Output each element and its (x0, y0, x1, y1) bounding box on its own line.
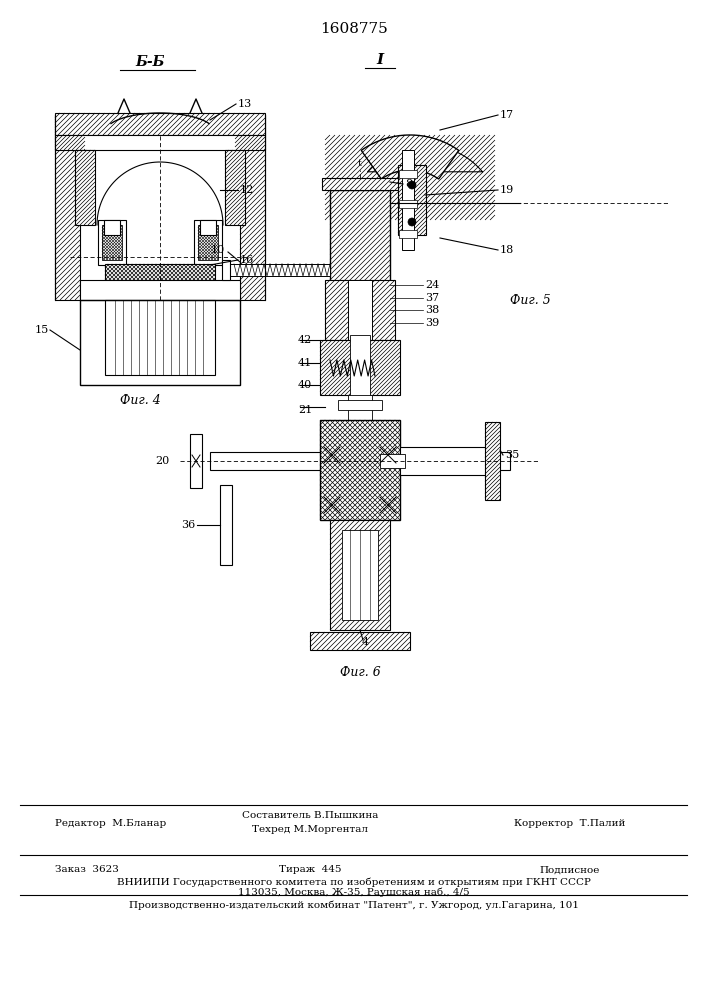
Bar (190, 434, 202, 488)
Bar (402, 150, 414, 250)
Text: 1608775: 1608775 (320, 22, 388, 36)
Bar (320, 420, 400, 520)
Bar (400, 447, 490, 475)
Polygon shape (361, 135, 459, 179)
Text: 35: 35 (505, 450, 519, 460)
Text: 42: 42 (298, 335, 312, 345)
Text: Фиг. 5: Фиг. 5 (510, 294, 550, 306)
Bar (122, 267, 198, 282)
Text: 16: 16 (240, 255, 255, 265)
Bar (102, 225, 122, 260)
Text: Заказ  3623: Заказ 3623 (55, 865, 119, 874)
Bar (210, 452, 510, 470)
Text: Техред М.Моргентал: Техред М.Моргентал (252, 826, 368, 834)
Bar (75, 150, 95, 225)
Text: I: I (376, 53, 384, 67)
Bar (225, 150, 245, 225)
Text: Производственно-издательский комбинат "Патент", г. Ужгород, ул.Гагарина, 101: Производственно-издательский комбинат "П… (129, 900, 579, 910)
Bar (310, 632, 410, 650)
Text: Составитель В.Пышкина: Составитель В.Пышкина (242, 810, 378, 820)
Bar (55, 135, 265, 150)
Text: 20: 20 (156, 456, 170, 466)
Text: 17: 17 (500, 110, 514, 120)
Bar (399, 170, 417, 178)
Bar (322, 178, 398, 190)
Bar (80, 300, 240, 385)
Text: 36: 36 (181, 520, 195, 530)
Bar (200, 220, 216, 235)
Bar (105, 264, 215, 282)
Bar (198, 225, 218, 260)
Text: 4: 4 (361, 637, 368, 647)
Text: Тираж  445: Тираж 445 (279, 865, 341, 874)
Text: 24: 24 (425, 280, 439, 290)
Text: 41: 41 (298, 358, 312, 368)
Text: 8: 8 (405, 179, 412, 189)
Text: ВНИИПИ Государственного комитета по изобретениям и открытиям при ГКНТ СССР: ВНИИПИ Государственного комитета по изоб… (117, 877, 591, 887)
Text: 21: 21 (298, 405, 312, 415)
Text: Фиг. 6: Фиг. 6 (339, 666, 380, 678)
Bar (485, 422, 500, 500)
Text: 15: 15 (35, 325, 49, 335)
Text: 10: 10 (211, 245, 225, 255)
Text: 38: 38 (425, 305, 439, 315)
Text: t: t (358, 159, 362, 168)
Bar (398, 165, 426, 235)
Text: Б-Б: Б-Б (135, 55, 165, 69)
Bar (338, 400, 382, 410)
Bar (342, 530, 378, 620)
Circle shape (408, 181, 416, 189)
Bar (194, 220, 222, 265)
Text: 13: 13 (238, 99, 252, 109)
Text: 12: 12 (240, 185, 255, 195)
Text: Фиг. 4: Фиг. 4 (119, 393, 160, 406)
Text: Корректор  Т.Палий: Корректор Т.Палий (514, 818, 626, 828)
Bar (330, 190, 390, 285)
Bar (230, 264, 330, 276)
Bar (348, 280, 372, 340)
Bar (222, 260, 230, 280)
Bar (80, 280, 240, 300)
Bar (98, 220, 126, 265)
Bar (320, 340, 400, 395)
Bar (240, 115, 265, 300)
Text: 18: 18 (500, 245, 514, 255)
Bar (348, 395, 372, 420)
Bar (380, 454, 405, 468)
Text: 40: 40 (298, 380, 312, 390)
Text: Подписное: Подписное (540, 865, 600, 874)
Bar (104, 220, 120, 235)
Bar (399, 200, 417, 208)
Text: 37: 37 (425, 293, 439, 303)
Text: 39: 39 (425, 318, 439, 328)
Bar (330, 520, 390, 630)
Bar (55, 113, 265, 135)
Bar (220, 485, 232, 565)
Text: 19: 19 (500, 185, 514, 195)
Bar (105, 300, 215, 375)
Bar (325, 280, 395, 340)
Bar (55, 115, 80, 300)
Bar (399, 230, 417, 238)
Bar (350, 335, 370, 400)
Text: 113035, Москва, Ж-35, Раушская наб., 4/5: 113035, Москва, Ж-35, Раушская наб., 4/5 (238, 887, 470, 897)
Text: Редактор  М.Бланар: Редактор М.Бланар (55, 818, 166, 828)
Circle shape (408, 218, 416, 226)
